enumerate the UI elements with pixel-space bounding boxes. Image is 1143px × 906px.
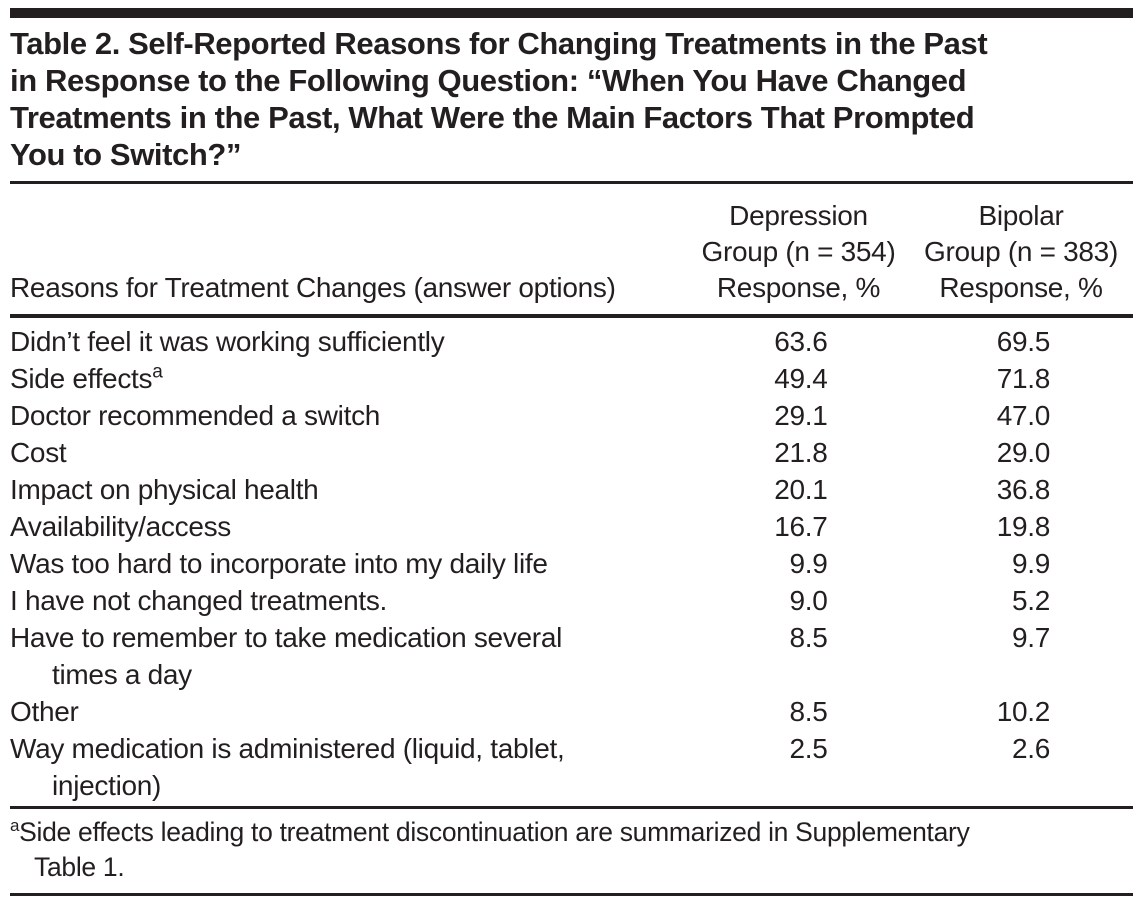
table-footnote: aSide effects leading to treatment disco… [10,809,1133,893]
row-depression-value: 29.1 [774,400,828,431]
row-depression-value: 2.5 [789,733,828,764]
table-body: Didn’t feel it was working sufficiently … [10,318,1133,806]
table-row: Have to remember to take medication seve… [10,619,1133,693]
row-reason: I have not changed treatments. [10,585,388,616]
row-bipolar-value: 36.8 [996,474,1051,505]
row-bipolar-value: 19.8 [996,511,1051,542]
row-depression-value: 8.5 [789,622,828,653]
row-depression-value: 20.1 [774,474,828,505]
header-divider [10,314,1133,318]
row-reason: Impact on physical health [10,474,319,505]
footnote-reference: a [152,361,163,383]
row-reason: Side effectsa [10,361,163,394]
column-header-reasons: Reasons for Treatment Changes (answer op… [10,272,616,303]
row-reason: Way medication is administered (liquid, … [10,733,565,801]
row-bipolar-value: 2.6 [1011,733,1050,764]
row-reason: Other [10,696,79,727]
row-reason: Have to remember to take medication seve… [10,622,563,690]
row-depression-value: 21.8 [774,437,828,468]
table-row: Availability/access 16.7 19.8 [10,508,1133,545]
table-row: Other 8.5 10.2 [10,693,1133,730]
row-bipolar-value: 69.5 [996,326,1051,357]
row-bipolar-value: 5.2 [1011,585,1050,616]
row-depression-value: 9.9 [789,548,828,579]
row-depression-value: 9.0 [789,585,828,616]
title-divider [10,181,1133,184]
bottom-divider [10,893,1133,896]
footnote-text: Side effects leading to treatment discon… [19,817,970,882]
row-reason: Cost [10,437,67,468]
table-row: Didn’t feel it was working sufficiently … [10,323,1133,360]
row-depression-value: 16.7 [774,511,828,542]
column-header-depression-group: Depression Group (n = 354) Response, % [701,200,896,303]
column-header-bipolar-group: Bipolar Group (n = 383) Response, % [924,200,1118,303]
row-reason: Availability/access [10,511,231,542]
table-row: Way medication is administered (liquid, … [10,730,1133,804]
row-bipolar-value: 9.7 [1011,622,1050,653]
row-bipolar-value: 9.9 [1011,548,1050,579]
table-title: Table 2. Self-Reported Reasons for Chang… [10,26,988,172]
row-bipolar-value: 47.0 [996,400,1051,431]
table-row: I have not changed treatments. 9.0 5.2 [10,582,1133,619]
table-row: Side effectsa 49.4 71.8 [10,360,1133,397]
row-bipolar-value: 29.0 [996,437,1051,468]
row-bipolar-value: 71.8 [996,363,1051,394]
table-row: Impact on physical health 20.1 36.8 [10,471,1133,508]
row-depression-value: 49.4 [774,363,828,394]
row-depression-value: 8.5 [789,696,828,727]
row-reason: Doctor recommended a switch [10,400,381,431]
table-top-bar [10,8,1133,18]
footnote-marker: a [10,816,20,836]
table-row: Cost 21.8 29.0 [10,434,1133,471]
row-reason: Didn’t feel it was working sufficiently [10,326,445,357]
table-row: Doctor recommended a switch 29.1 47.0 [10,397,1133,434]
table-row: Was too hard to incorporate into my dail… [10,545,1133,582]
row-reason: Was too hard to incorporate into my dail… [10,548,548,579]
table-header-row: Reasons for Treatment Changes (answer op… [10,184,1133,314]
row-bipolar-value: 10.2 [996,696,1051,727]
row-depression-value: 63.6 [774,326,828,357]
body-footnote-divider [10,806,1133,809]
